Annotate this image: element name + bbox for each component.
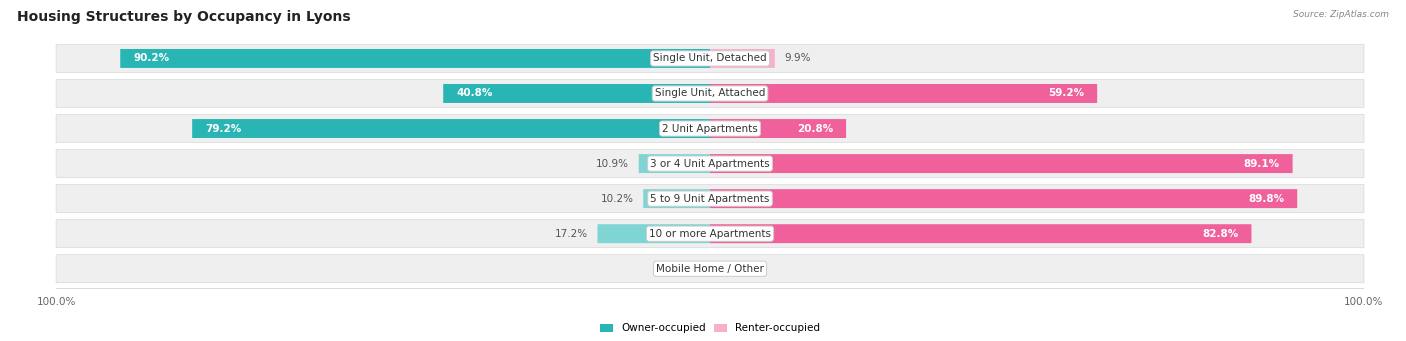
Text: 17.2%: 17.2% <box>554 229 588 239</box>
Legend: Owner-occupied, Renter-occupied: Owner-occupied, Renter-occupied <box>600 324 820 333</box>
FancyBboxPatch shape <box>56 79 1364 107</box>
Text: 59.2%: 59.2% <box>1047 89 1084 99</box>
FancyBboxPatch shape <box>710 154 1292 173</box>
FancyBboxPatch shape <box>638 154 710 173</box>
FancyBboxPatch shape <box>598 224 710 243</box>
Text: 10.2%: 10.2% <box>600 194 634 204</box>
FancyBboxPatch shape <box>193 119 710 138</box>
Text: 82.8%: 82.8% <box>1202 229 1239 239</box>
Text: 2 Unit Apartments: 2 Unit Apartments <box>662 123 758 134</box>
FancyBboxPatch shape <box>710 84 1097 103</box>
Text: 20.8%: 20.8% <box>797 123 832 134</box>
Text: 5 to 9 Unit Apartments: 5 to 9 Unit Apartments <box>651 194 769 204</box>
FancyBboxPatch shape <box>56 184 1364 213</box>
Text: Mobile Home / Other: Mobile Home / Other <box>657 264 763 274</box>
Text: 10.9%: 10.9% <box>596 159 628 168</box>
Text: 0.0%: 0.0% <box>723 264 749 274</box>
Text: Housing Structures by Occupancy in Lyons: Housing Structures by Occupancy in Lyons <box>17 10 350 24</box>
FancyBboxPatch shape <box>710 119 846 138</box>
Text: 79.2%: 79.2% <box>205 123 242 134</box>
Text: Single Unit, Attached: Single Unit, Attached <box>655 89 765 99</box>
FancyBboxPatch shape <box>121 49 710 68</box>
Text: 9.9%: 9.9% <box>785 54 811 63</box>
FancyBboxPatch shape <box>56 255 1364 283</box>
FancyBboxPatch shape <box>56 115 1364 143</box>
Text: 3 or 4 Unit Apartments: 3 or 4 Unit Apartments <box>650 159 770 168</box>
FancyBboxPatch shape <box>710 189 1298 208</box>
FancyBboxPatch shape <box>710 49 775 68</box>
FancyBboxPatch shape <box>644 189 710 208</box>
FancyBboxPatch shape <box>56 220 1364 248</box>
FancyBboxPatch shape <box>56 150 1364 178</box>
Text: 0.0%: 0.0% <box>671 264 697 274</box>
Text: Single Unit, Detached: Single Unit, Detached <box>654 54 766 63</box>
FancyBboxPatch shape <box>443 84 710 103</box>
Text: 40.8%: 40.8% <box>457 89 492 99</box>
Text: Source: ZipAtlas.com: Source: ZipAtlas.com <box>1294 10 1389 19</box>
Text: 90.2%: 90.2% <box>134 54 170 63</box>
FancyBboxPatch shape <box>710 224 1251 243</box>
Text: 89.8%: 89.8% <box>1249 194 1284 204</box>
Text: 10 or more Apartments: 10 or more Apartments <box>650 229 770 239</box>
FancyBboxPatch shape <box>56 44 1364 73</box>
Text: 89.1%: 89.1% <box>1243 159 1279 168</box>
